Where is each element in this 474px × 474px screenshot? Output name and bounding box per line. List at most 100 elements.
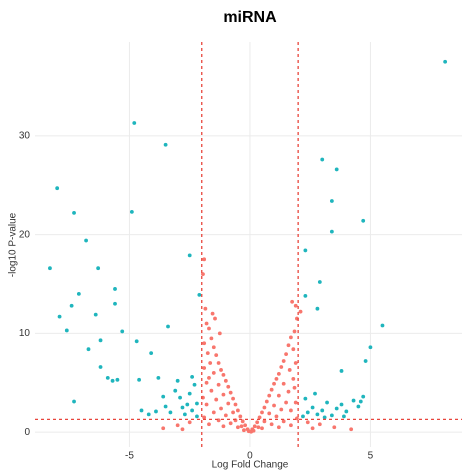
x-tick-label: 0 <box>247 451 253 462</box>
point <box>219 406 223 411</box>
point <box>243 423 248 428</box>
point <box>317 280 322 284</box>
point <box>293 400 298 405</box>
point <box>201 272 205 277</box>
point <box>221 392 226 397</box>
point <box>291 376 296 381</box>
point <box>228 421 233 426</box>
point <box>115 377 120 382</box>
point <box>289 423 293 428</box>
point <box>287 368 292 372</box>
point <box>96 266 101 271</box>
point <box>185 402 190 407</box>
point <box>168 410 173 415</box>
point <box>239 424 244 429</box>
point <box>69 303 74 308</box>
point <box>223 378 228 383</box>
point <box>322 415 327 420</box>
point <box>211 410 216 415</box>
x-axis-label: Log Fold Change <box>212 460 289 471</box>
point <box>344 409 349 414</box>
point <box>64 328 69 333</box>
point <box>223 413 228 418</box>
point <box>154 409 158 414</box>
point <box>192 382 197 387</box>
point <box>279 365 284 369</box>
point <box>361 218 366 223</box>
point <box>269 422 274 427</box>
point <box>255 420 260 425</box>
point <box>443 59 448 64</box>
point <box>93 312 98 317</box>
y-tick-label: 0 <box>24 427 30 438</box>
point <box>211 345 216 350</box>
point <box>267 411 272 416</box>
point <box>293 361 298 365</box>
point <box>156 375 161 380</box>
point <box>342 414 346 419</box>
point <box>325 400 329 405</box>
point <box>363 359 368 363</box>
point <box>313 391 317 396</box>
point <box>175 423 180 428</box>
point <box>332 425 337 430</box>
point <box>235 408 240 413</box>
point <box>317 422 322 427</box>
point <box>329 199 334 203</box>
point <box>320 157 325 162</box>
point <box>233 402 238 407</box>
point <box>356 404 361 409</box>
point <box>163 142 168 147</box>
point <box>262 405 267 410</box>
point <box>276 372 281 376</box>
point <box>213 316 217 321</box>
point <box>132 121 137 125</box>
point <box>202 366 207 370</box>
point <box>305 420 310 425</box>
point <box>204 402 209 407</box>
point <box>209 388 214 393</box>
point <box>219 368 223 372</box>
point <box>210 311 215 316</box>
point <box>303 293 308 298</box>
x-tick-label: -5 <box>125 451 134 462</box>
point <box>242 428 246 433</box>
point <box>257 415 262 420</box>
x-tick-label: 5 <box>368 451 374 462</box>
point <box>303 396 308 401</box>
point <box>329 413 334 418</box>
point <box>84 238 88 243</box>
point <box>240 419 245 424</box>
point <box>274 414 279 419</box>
point <box>272 403 276 408</box>
point <box>281 359 286 363</box>
point <box>276 425 281 430</box>
point <box>204 380 209 385</box>
point <box>226 384 231 389</box>
point <box>320 408 325 413</box>
point <box>358 399 363 404</box>
point <box>284 352 288 357</box>
point <box>166 324 170 329</box>
point <box>105 375 110 380</box>
point <box>281 419 286 424</box>
point <box>202 341 207 346</box>
y-tick-label: 30 <box>19 130 31 141</box>
point <box>72 210 76 215</box>
point <box>204 321 209 326</box>
point <box>48 266 52 271</box>
point <box>298 309 303 314</box>
point <box>113 287 117 291</box>
point <box>315 306 320 311</box>
point <box>214 353 219 358</box>
point <box>217 331 222 336</box>
chart-title: miRNA <box>223 9 277 26</box>
point <box>249 429 254 434</box>
point <box>214 397 219 402</box>
point <box>211 371 216 375</box>
point <box>207 375 211 380</box>
point <box>195 401 199 406</box>
point <box>129 210 134 214</box>
point <box>260 410 264 415</box>
